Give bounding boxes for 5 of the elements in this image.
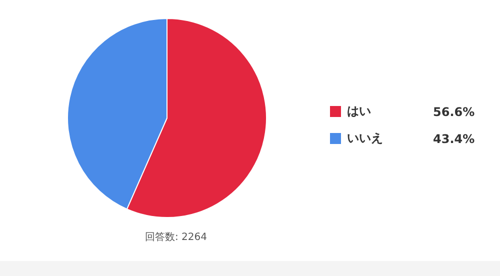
legend-label: はい: [347, 103, 372, 120]
text: 回答数: 2264: [145, 231, 207, 244]
data-label: 43.4%: [433, 132, 475, 146]
data-label: 56.6%: [433, 104, 475, 118]
legend-label: いいえ: [347, 130, 384, 147]
